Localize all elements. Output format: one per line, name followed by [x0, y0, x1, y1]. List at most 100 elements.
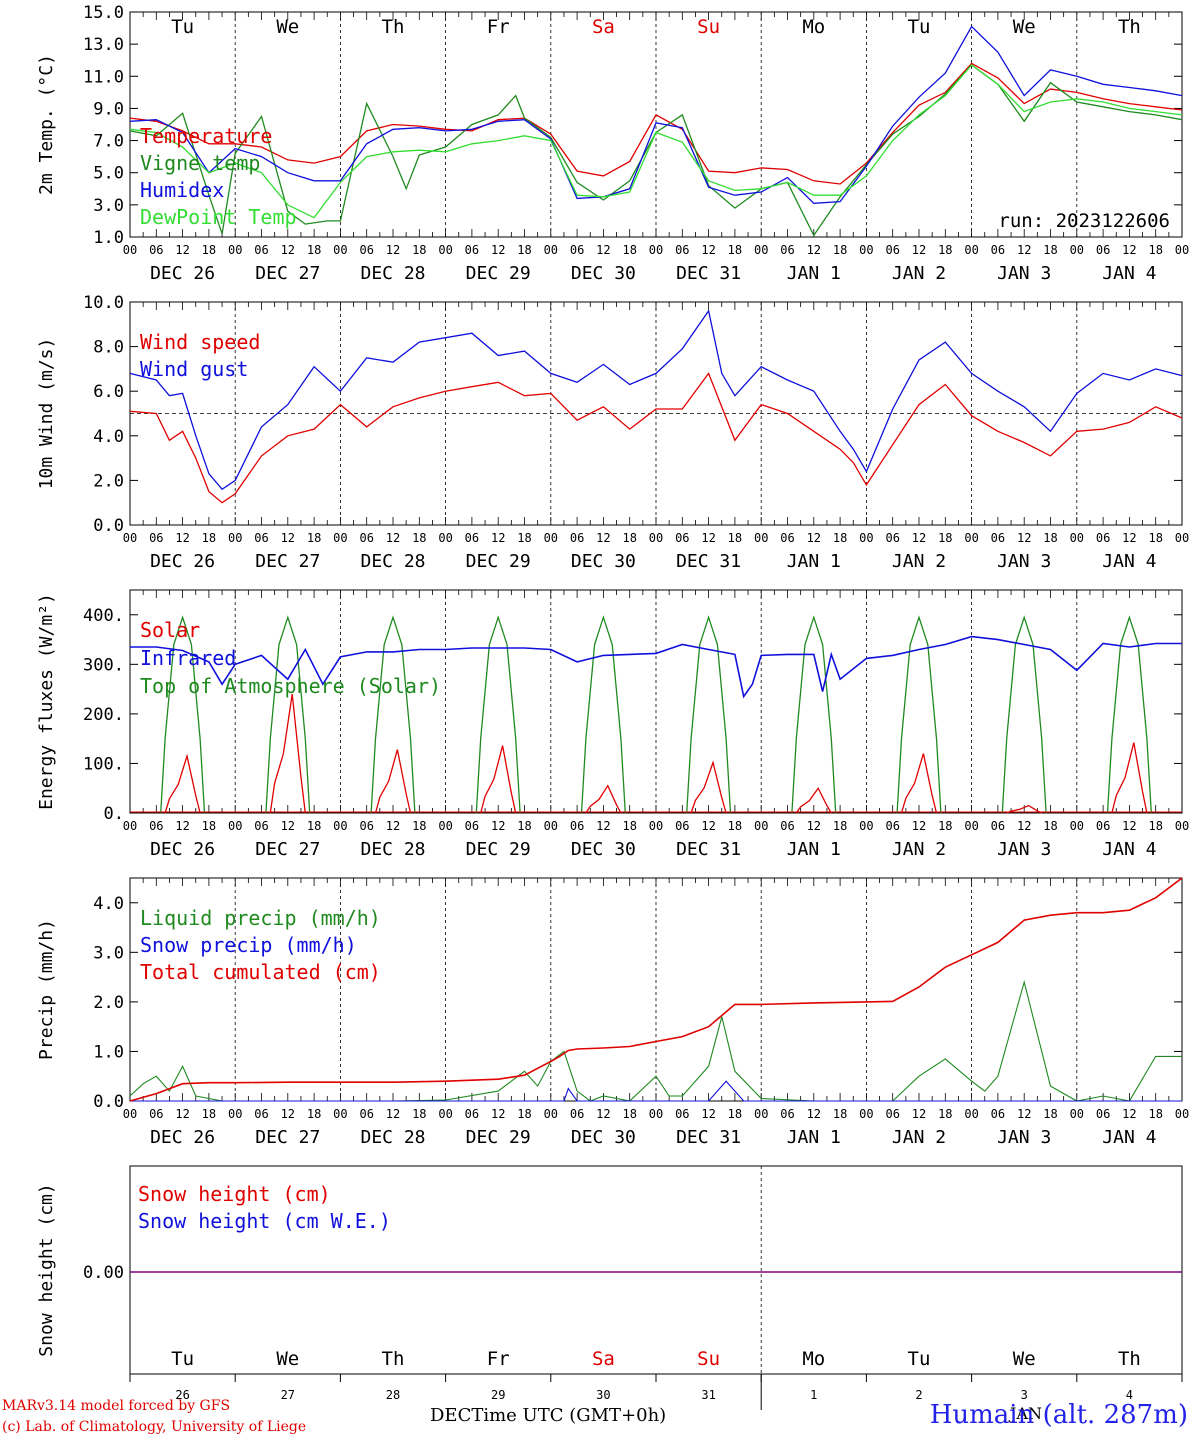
hour-tick-label: 12 [386, 243, 400, 257]
hour-tick-label: 12 [807, 531, 821, 545]
month-dec-label: DEC [430, 1405, 472, 1426]
series-line-total-cumulated-cm- [129, 877, 1183, 1102]
hour-tick-label: 06 [780, 243, 794, 257]
x-axis-label: DECTime UTC (GMT+0h) [430, 1405, 666, 1426]
hour-tick-label: 12 [701, 819, 715, 833]
y-tick-label: 11.0 [83, 67, 124, 87]
toa-solar-day-line [265, 615, 311, 814]
hour-tick-label: 00 [123, 819, 137, 833]
legend-vigne-temp: Vigne temp [140, 151, 260, 175]
date-label: DEC 28 [360, 839, 425, 860]
date-label: DEC 30 [571, 839, 636, 860]
date-label: JAN 4 [1102, 263, 1156, 284]
date-label: JAN 3 [997, 551, 1051, 572]
date-label: DEC 27 [255, 263, 320, 284]
date-label: JAN 1 [787, 263, 841, 284]
date-label: JAN 4 [1102, 839, 1156, 860]
date-label: DEC 31 [676, 551, 741, 572]
y-tick-label: 300. [83, 655, 124, 675]
date-label: DEC 31 [676, 263, 741, 284]
day-number-label: 29 [491, 1388, 505, 1402]
hour-tick-label: 00 [438, 531, 452, 545]
hour-tick-label: 18 [517, 819, 531, 833]
day-number-label: 30 [596, 1388, 610, 1402]
hour-tick-label: 06 [465, 1107, 479, 1121]
day-name-label: Th [382, 1348, 405, 1370]
series-line-snow-precip-mm-h- [130, 1080, 1182, 1102]
hour-tick-label: 18 [938, 531, 952, 545]
hour-tick-label: 06 [465, 531, 479, 545]
hour-tick-label: 18 [517, 1107, 531, 1121]
hour-tick-label: 18 [412, 531, 426, 545]
toa-solar-day-line [475, 615, 521, 814]
y-tick-label: 0.00 [83, 1263, 124, 1283]
solar-day-line [690, 760, 727, 814]
hour-tick-label: 00 [1070, 819, 1084, 833]
hour-tick-label: 18 [622, 1107, 636, 1121]
date-label: DEC 30 [571, 551, 636, 572]
hour-tick-label: 06 [1096, 243, 1110, 257]
hour-tick-label: 18 [728, 1107, 742, 1121]
date-label: JAN 2 [892, 263, 946, 284]
y-tick-label: 400. [83, 606, 124, 626]
toa-solar-day-line [1106, 615, 1152, 814]
hour-tick-label: 18 [1148, 243, 1162, 257]
run-label: run: 2023122606 [998, 210, 1170, 232]
legend-snow-precip-mm-h-: Snow precip (mm/h) [140, 933, 357, 957]
hour-tick-label: 12 [1122, 1107, 1136, 1121]
y-tick-label: 5.0 [93, 164, 124, 184]
y-tick-label: 0.0 [93, 516, 124, 536]
day-name-label: We [276, 16, 299, 38]
hour-tick-label: 00 [859, 1107, 873, 1121]
hour-tick-label: 00 [544, 1107, 558, 1121]
y-tick-label: 200. [83, 705, 124, 725]
hour-tick-label: 06 [359, 243, 373, 257]
day-name-label: Th [1118, 16, 1141, 38]
hour-tick-label: 06 [570, 243, 584, 257]
series-line-humidex [129, 25, 1183, 204]
hour-tick-label: 06 [675, 819, 689, 833]
y-axis-label: 2m Temp. (°C) [36, 54, 57, 195]
hour-tick-label: 00 [754, 1107, 768, 1121]
day-name-label: We [1013, 16, 1036, 38]
hour-tick-label: 00 [859, 243, 873, 257]
day-name-label: Sa [592, 16, 615, 38]
hour-tick-label: 00 [754, 819, 768, 833]
hour-tick-label: 06 [149, 243, 163, 257]
hour-tick-label: 00 [1175, 1107, 1189, 1121]
solar-day-line [1111, 742, 1148, 814]
hour-tick-label: 06 [359, 531, 373, 545]
hour-tick-label: 00 [333, 531, 347, 545]
hour-tick-label: 12 [596, 243, 610, 257]
hour-tick-label: 12 [491, 531, 505, 545]
y-tick-label: 13.0 [83, 35, 124, 55]
hour-tick-label: 00 [438, 819, 452, 833]
hour-tick-label: 18 [622, 819, 636, 833]
hour-tick-label: 12 [175, 531, 189, 545]
solar-day-line [480, 745, 517, 814]
day-number-label: 3 [1021, 1388, 1028, 1402]
hour-tick-label: 00 [1070, 243, 1084, 257]
y-tick-label: 1.0 [93, 228, 124, 248]
hour-tick-label: 12 [1122, 243, 1136, 257]
hour-tick-label: 00 [123, 531, 137, 545]
hour-tick-label: 00 [544, 243, 558, 257]
hour-tick-label: 12 [912, 1107, 926, 1121]
toa-solar-day-line [160, 615, 206, 814]
legend-snow-height-cm-w-e-: Snow height (cm W.E.) [138, 1209, 391, 1233]
series-line-wind-gust [129, 309, 1183, 491]
legend-dewpoint-temp: DewPoint Temp [140, 205, 297, 229]
hour-tick-label: 00 [754, 531, 768, 545]
hour-tick-label: 18 [938, 1107, 952, 1121]
date-label: DEC 26 [150, 551, 215, 572]
hour-tick-label: 12 [1122, 819, 1136, 833]
hour-tick-label: 18 [517, 243, 531, 257]
date-label: DEC 28 [360, 551, 425, 572]
day-number-label: 27 [281, 1388, 295, 1402]
y-tick-label: 3.0 [93, 196, 124, 216]
date-label: JAN 3 [997, 1127, 1051, 1148]
solar-day-line [164, 753, 201, 814]
hour-tick-label: 06 [254, 1107, 268, 1121]
series-line-wind-speed [129, 372, 1183, 504]
